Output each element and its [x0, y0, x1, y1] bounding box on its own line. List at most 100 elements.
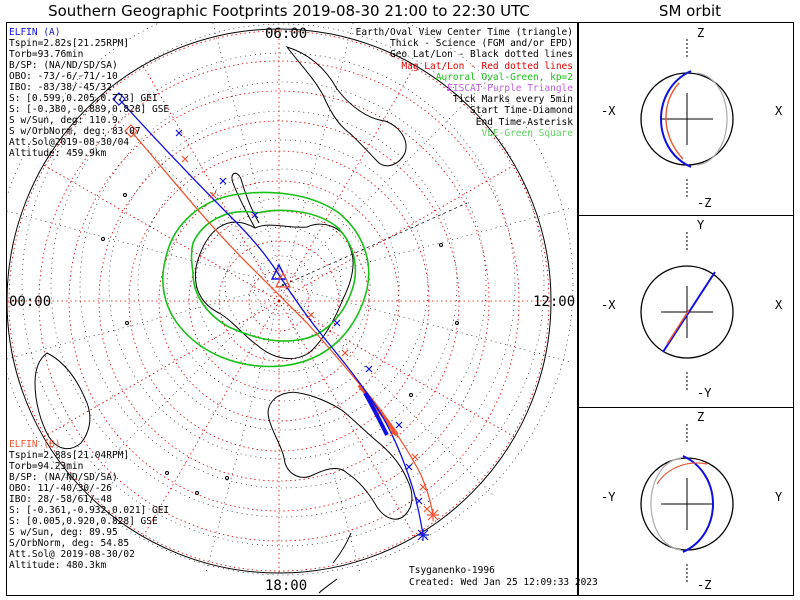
- elfin-b-tick-mark: [411, 453, 419, 461]
- sm-orbit-panel: Z -Z -X X Y -Y -X X Z -Z -Y Y: [578, 22, 794, 596]
- elfin-b-info-line: Altitude: 480.3km: [9, 560, 107, 571]
- elfin-a-info-line: Tspin=2.82s[21.25RPM]: [9, 38, 130, 49]
- legend-item: Tick Marks every 5min: [452, 94, 573, 106]
- elfin-b-tick-mark: [389, 429, 397, 437]
- mlt-label-right: 12:00: [533, 294, 576, 310]
- geo-lat-circle: [253, 255, 313, 315]
- elfin-a-info: Tspin=2.82s[21.25RPM] Torb=93.76min B/SP: …: [9, 38, 169, 159]
- orbit1-top-axis: Z: [697, 26, 705, 40]
- geo-meridian: [282, 284, 361, 575]
- elfin-a-info-line: S: [-0.380,-0.889,0.828] GSE: [9, 104, 170, 115]
- geo-lat-circle: [195, 197, 371, 373]
- island-outline: [125, 321, 129, 325]
- elfin-b-info-line: Torb=94.23min: [9, 461, 84, 472]
- orbit1-left-axis: -X: [601, 104, 616, 118]
- geo-lat-circle: [7, 23, 574, 576]
- elfin-a-info-line: Torb=93.76min: [9, 49, 84, 60]
- footprint-map[interactable]: [7, 23, 579, 597]
- elfin-b-info-line: Att.Sol@ 2019-08-30/02: [9, 549, 135, 560]
- elfin-b-tick-mark: [181, 155, 189, 163]
- island-outline: [225, 476, 229, 480]
- elfin-a-track: [118, 98, 424, 536]
- elfin-b-orbit: [666, 309, 690, 345]
- legend-item: End Time-Asterisk: [475, 116, 573, 128]
- geo-lat-circle: [137, 139, 429, 431]
- antarctica-outline: [195, 221, 354, 360]
- elfin-a-center-triangle: [270, 263, 288, 280]
- elfin-a-tick-mark: [415, 497, 423, 505]
- orbit3-right-axis: Y: [775, 490, 783, 504]
- geo-meridian: [70, 72, 284, 286]
- elfin-a-tick-mark: [333, 319, 341, 327]
- mag-lat-circle: [248, 270, 310, 332]
- elfin-b-track: [130, 130, 434, 516]
- orbit-title: SM orbit: [658, 2, 722, 20]
- elfin-a-info-line: B/SP: (NA/ND/SD/SA): [9, 60, 118, 71]
- mlt-label-top: 06:00: [265, 26, 308, 42]
- legend-item: Earth/Oval View Center Time (triangle): [355, 27, 573, 38]
- geo-lat-circle: [50, 52, 516, 518]
- mag-meridian: [278, 300, 416, 537]
- elfin-a-info-line: Att.Sol@2019-08-30/04: [9, 137, 130, 148]
- mag-meridian: [43, 164, 280, 302]
- geo-lat-circle: [166, 168, 400, 402]
- elfin-b-tick-mark: [307, 311, 315, 319]
- australia-outline: [267, 391, 413, 520]
- elfin-b-orbit: [665, 82, 684, 160]
- geo-lat-circle: [79, 81, 487, 489]
- legend-item: EISCAT-Purple Triangle: [447, 83, 573, 95]
- island-outline: [101, 237, 105, 241]
- orbit3-top-axis: Z: [697, 410, 705, 424]
- elfin-a-info-line: IBO: -83/38/-45/32: [9, 82, 112, 93]
- elfin-b-tick-mark: [341, 349, 349, 357]
- elfin-b-info-line: Tspin=2.88s[21.04RPM]: [9, 450, 130, 461]
- orbit1-bottom-axis: -Z: [697, 196, 712, 210]
- geo-lat-circle: [224, 226, 342, 344]
- africa-outline: [34, 352, 91, 450]
- orbit-divider-2: [579, 407, 793, 408]
- island-outline: [409, 393, 413, 397]
- elfin-a-info-line: S w/Sun, deg: 110.9: [9, 115, 118, 126]
- orbit3-left-axis: -Y: [601, 490, 616, 504]
- elfin-b-info-line: S w/Sun, deg: 89.95: [9, 527, 118, 538]
- orbit2-right-axis: X: [775, 298, 783, 312]
- mlt-label-bottom: 18:00: [265, 578, 308, 594]
- map-boundary: [7, 28, 552, 574]
- elfin-a-tick-mark: [405, 463, 413, 471]
- auroral-oval-outer: [162, 191, 370, 368]
- elfin-a-start-diamond: [112, 92, 126, 106]
- elfin-b-center-triangle: [275, 271, 291, 288]
- elfin-b-info-line: S/OrbNorm, deg: 54.85: [9, 538, 130, 549]
- geo-meridian: [282, 207, 573, 286]
- elfin-b-info-line: S: [-0.361,-0.932,0.021] GEI: [9, 505, 170, 516]
- created-label: Created: Wed Jan 25 12:09:33 2023: [409, 577, 598, 588]
- sm-orbit-plots: [640, 39, 734, 584]
- elfin-a-science-segment: [363, 392, 389, 436]
- elfin-a-tick-mark: [219, 177, 227, 185]
- mag-meridian: [278, 164, 515, 302]
- island-outline: [455, 321, 459, 325]
- geo-meridian: [7, 284, 284, 360]
- new-zealand-outline: [318, 532, 352, 594]
- mag-lat-circle: [68, 90, 490, 512]
- mag-meridian: [142, 65, 280, 302]
- elfin-a-tick-mark: [175, 129, 183, 137]
- elfin-b-end-asterisk: [427, 509, 439, 521]
- elfin-b-name: ELFIN (B): [9, 439, 61, 450]
- island-outline: [123, 193, 127, 197]
- elfin-a-tick-mark: [395, 421, 403, 429]
- map-legend: Earth/Oval View Center Time (triangle) Th…: [356, 27, 573, 139]
- orbit2-top-axis: Y: [697, 218, 705, 232]
- south-america-outline: [285, 46, 407, 167]
- elfin-a-info-line: OBO: -73/-6/-71/-10: [9, 71, 118, 82]
- island-outline: [195, 491, 199, 495]
- legend-item: Auroral Oval-Green, kp=2: [435, 71, 573, 83]
- elfin-b-orbit: [656, 462, 708, 485]
- elfin-b-tick-mark: [209, 191, 217, 199]
- mlt-label-left: 00:00: [9, 294, 52, 310]
- elfin-a-orbit: [682, 455, 714, 553]
- model-label: Tsyganenko-1996: [409, 565, 495, 576]
- geo-meridian: [70, 284, 284, 498]
- geo-meridian: [7, 210, 284, 286]
- geo-meridian: [282, 284, 573, 363]
